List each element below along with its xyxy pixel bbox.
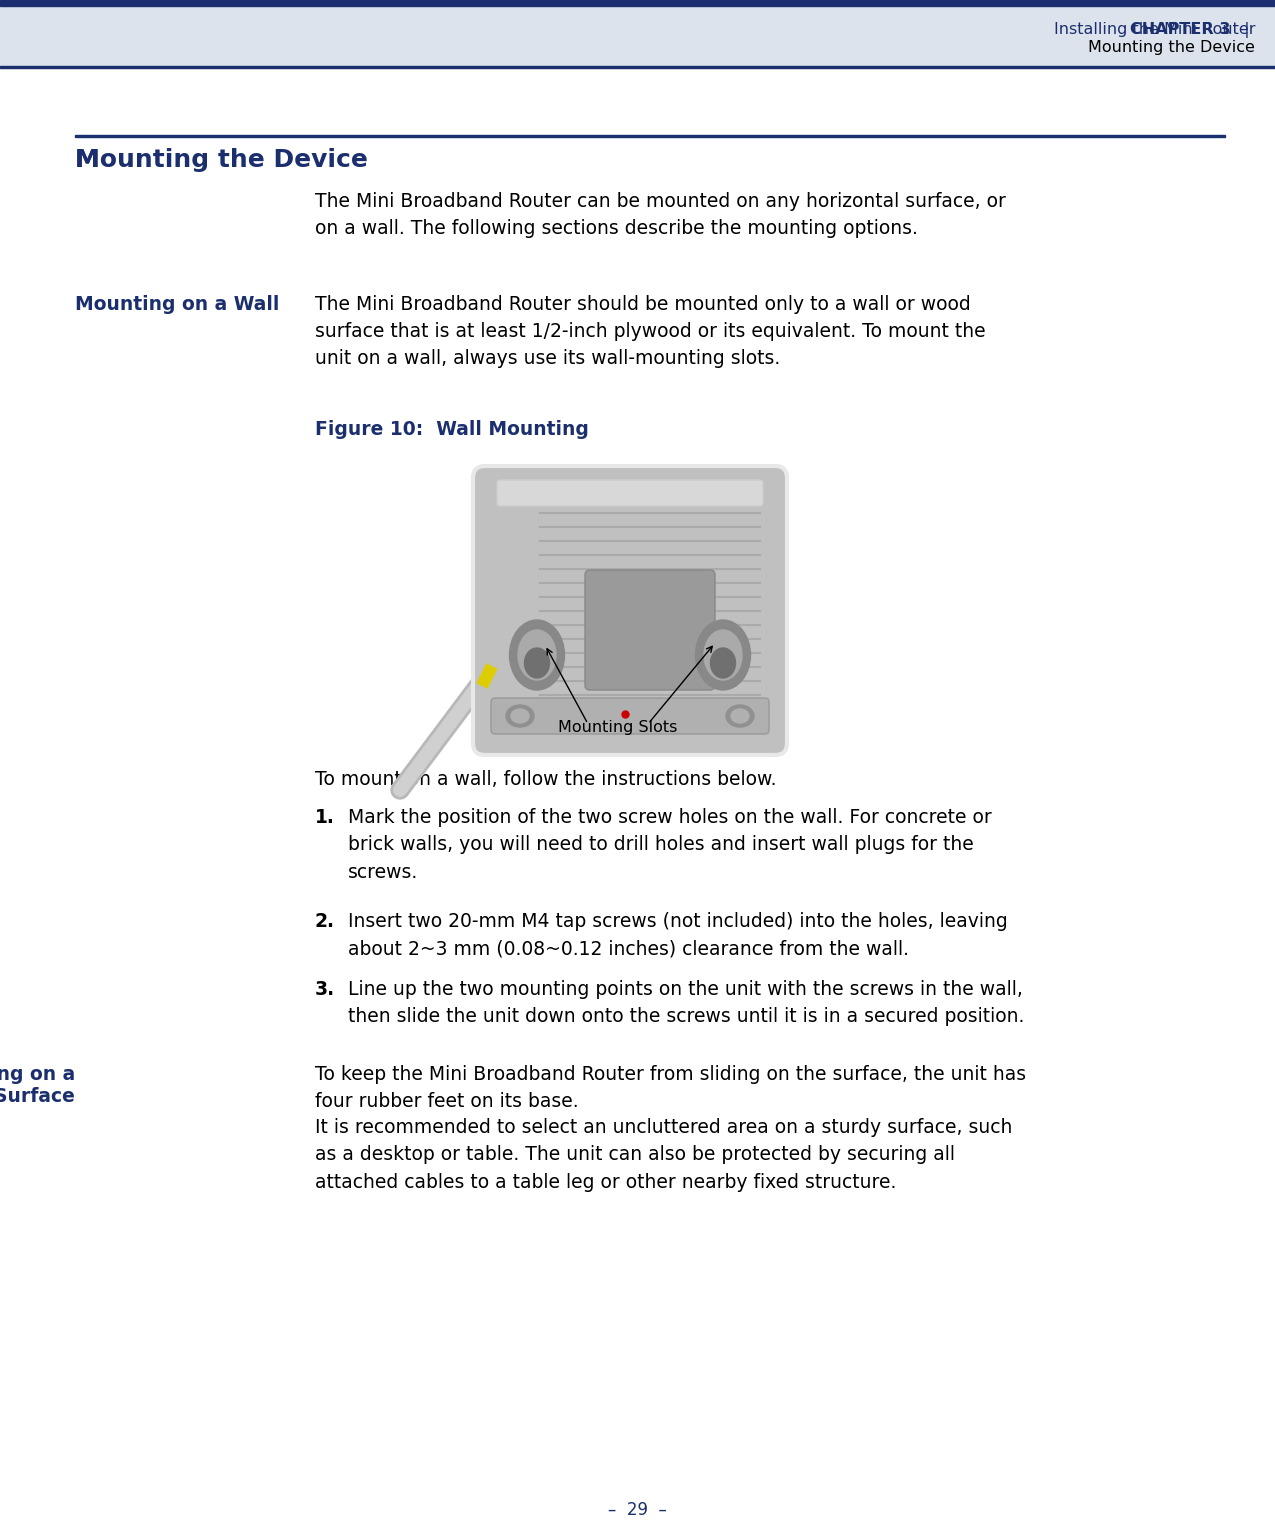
FancyBboxPatch shape — [473, 466, 787, 755]
Text: Mark the position of the two screw holes on the wall. For concrete or
brick wall: Mark the position of the two screw holes… — [348, 807, 992, 881]
Text: It is recommended to select an uncluttered area on a sturdy surface, such
as a d: It is recommended to select an unclutter… — [315, 1118, 1012, 1192]
Ellipse shape — [511, 709, 529, 723]
Text: Figure 10:  Wall Mounting: Figure 10: Wall Mounting — [315, 420, 589, 440]
Text: The Mini Broadband Router should be mounted only to a wall or wood
surface that : The Mini Broadband Router should be moun… — [315, 296, 986, 369]
Ellipse shape — [704, 630, 742, 680]
Text: Horizontal Surface: Horizontal Surface — [0, 1088, 75, 1106]
Ellipse shape — [731, 709, 748, 723]
FancyBboxPatch shape — [497, 480, 762, 506]
Ellipse shape — [710, 648, 736, 679]
Text: 1.: 1. — [315, 807, 335, 827]
Text: 3.: 3. — [315, 980, 335, 999]
Text: Insert two 20-mm M4 tap screws (not included) into the holes, leaving
about 2~3 : Insert two 20-mm M4 tap screws (not incl… — [348, 912, 1007, 958]
Text: CHAPTER 3: CHAPTER 3 — [1130, 21, 1230, 37]
Text: Mounting the Device: Mounting the Device — [1088, 40, 1255, 55]
Ellipse shape — [506, 705, 534, 728]
Ellipse shape — [518, 630, 556, 680]
FancyBboxPatch shape — [585, 570, 715, 689]
Text: To mount on a wall, follow the instructions below.: To mount on a wall, follow the instructi… — [315, 771, 776, 789]
Text: Mounting on a: Mounting on a — [0, 1065, 75, 1085]
Text: Mounting the Device: Mounting the Device — [75, 149, 368, 172]
Ellipse shape — [725, 705, 754, 728]
Text: The Mini Broadband Router can be mounted on any horizontal surface, or
on a wall: The Mini Broadband Router can be mounted… — [315, 192, 1006, 239]
Bar — [0, 6, 1275, 67]
Text: Installing the Mini Router: Installing the Mini Router — [1053, 21, 1255, 37]
Text: M: M — [75, 149, 99, 172]
Text: –  29  –: – 29 – — [608, 1501, 667, 1520]
Text: |: | — [1234, 21, 1260, 38]
Bar — [75, 135, 1225, 136]
FancyBboxPatch shape — [491, 699, 769, 734]
Ellipse shape — [524, 648, 550, 679]
Text: Line up the two mounting points on the unit with the screws in the wall,
then sl: Line up the two mounting points on the u… — [348, 980, 1024, 1026]
Text: To keep the Mini Broadband Router from sliding on the surface, the unit has
four: To keep the Mini Broadband Router from s… — [315, 1065, 1026, 1111]
Ellipse shape — [695, 620, 751, 689]
Text: Mounting on a Wall: Mounting on a Wall — [75, 296, 279, 314]
Text: Mounting Slots: Mounting Slots — [558, 720, 678, 735]
Bar — [0, 66, 1275, 67]
Text: 2.: 2. — [315, 912, 335, 931]
Bar — [0, 0, 1275, 6]
Ellipse shape — [510, 620, 565, 689]
